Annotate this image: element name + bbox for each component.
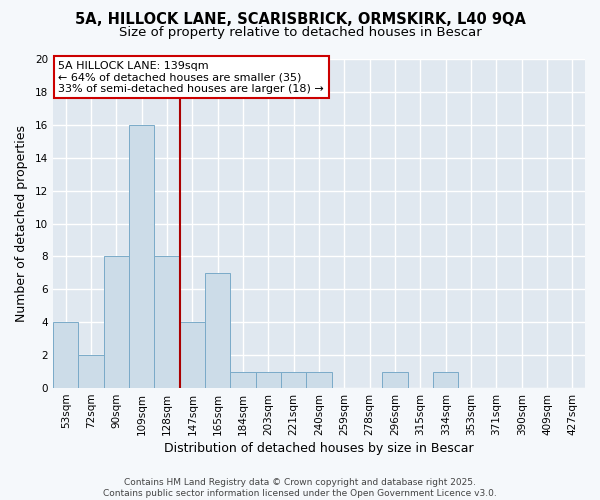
Bar — [281, 372, 307, 388]
Text: 5A, HILLOCK LANE, SCARISBRICK, ORMSKIRK, L40 9QA: 5A, HILLOCK LANE, SCARISBRICK, ORMSKIRK,… — [74, 12, 526, 28]
X-axis label: Distribution of detached houses by size in Bescar: Distribution of detached houses by size … — [164, 442, 474, 455]
Y-axis label: Number of detached properties: Number of detached properties — [15, 125, 28, 322]
Bar — [256, 372, 281, 388]
Bar — [307, 372, 332, 388]
Bar — [433, 372, 458, 388]
Bar — [129, 125, 154, 388]
Bar — [180, 322, 205, 388]
Bar — [53, 322, 79, 388]
Bar — [230, 372, 256, 388]
Bar — [205, 273, 230, 388]
Text: 5A HILLOCK LANE: 139sqm
← 64% of detached houses are smaller (35)
33% of semi-de: 5A HILLOCK LANE: 139sqm ← 64% of detache… — [58, 60, 324, 94]
Bar — [104, 256, 129, 388]
Text: Contains HM Land Registry data © Crown copyright and database right 2025.
Contai: Contains HM Land Registry data © Crown c… — [103, 478, 497, 498]
Bar — [154, 256, 180, 388]
Bar — [382, 372, 407, 388]
Bar — [79, 355, 104, 388]
Text: Size of property relative to detached houses in Bescar: Size of property relative to detached ho… — [119, 26, 481, 39]
